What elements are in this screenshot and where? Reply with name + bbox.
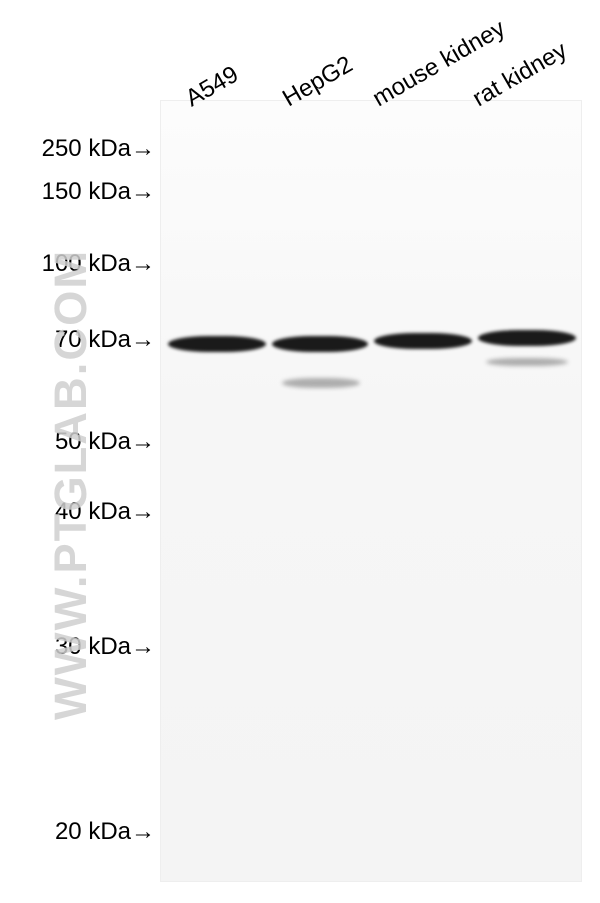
marker-150kda: 150 kDa→ — [0, 178, 155, 206]
band-hepg2-70kda — [272, 336, 368, 352]
band-hepg2-lower — [282, 378, 360, 388]
marker-30kda: 30 kDa→ — [0, 633, 155, 661]
band-rat-kidney-70kda — [478, 330, 576, 346]
band-rat-kidney-lower — [486, 358, 568, 366]
band-a549-70kda — [168, 336, 266, 352]
marker-20kda: 20 kDa→ — [0, 818, 155, 846]
marker-250kda: 250 kDa→ — [0, 135, 155, 163]
band-mouse-kidney-70kda — [374, 333, 472, 349]
marker-100kda: 100 kDa→ — [0, 250, 155, 278]
blot-membrane — [160, 100, 582, 882]
marker-40kda: 40 kDa→ — [0, 498, 155, 526]
marker-70kda: 70 kDa→ — [0, 326, 155, 354]
marker-50kda: 50 kDa→ — [0, 428, 155, 456]
western-blot-figure: A549 HepG2 mouse kidney rat kidney 250 k… — [0, 0, 600, 903]
